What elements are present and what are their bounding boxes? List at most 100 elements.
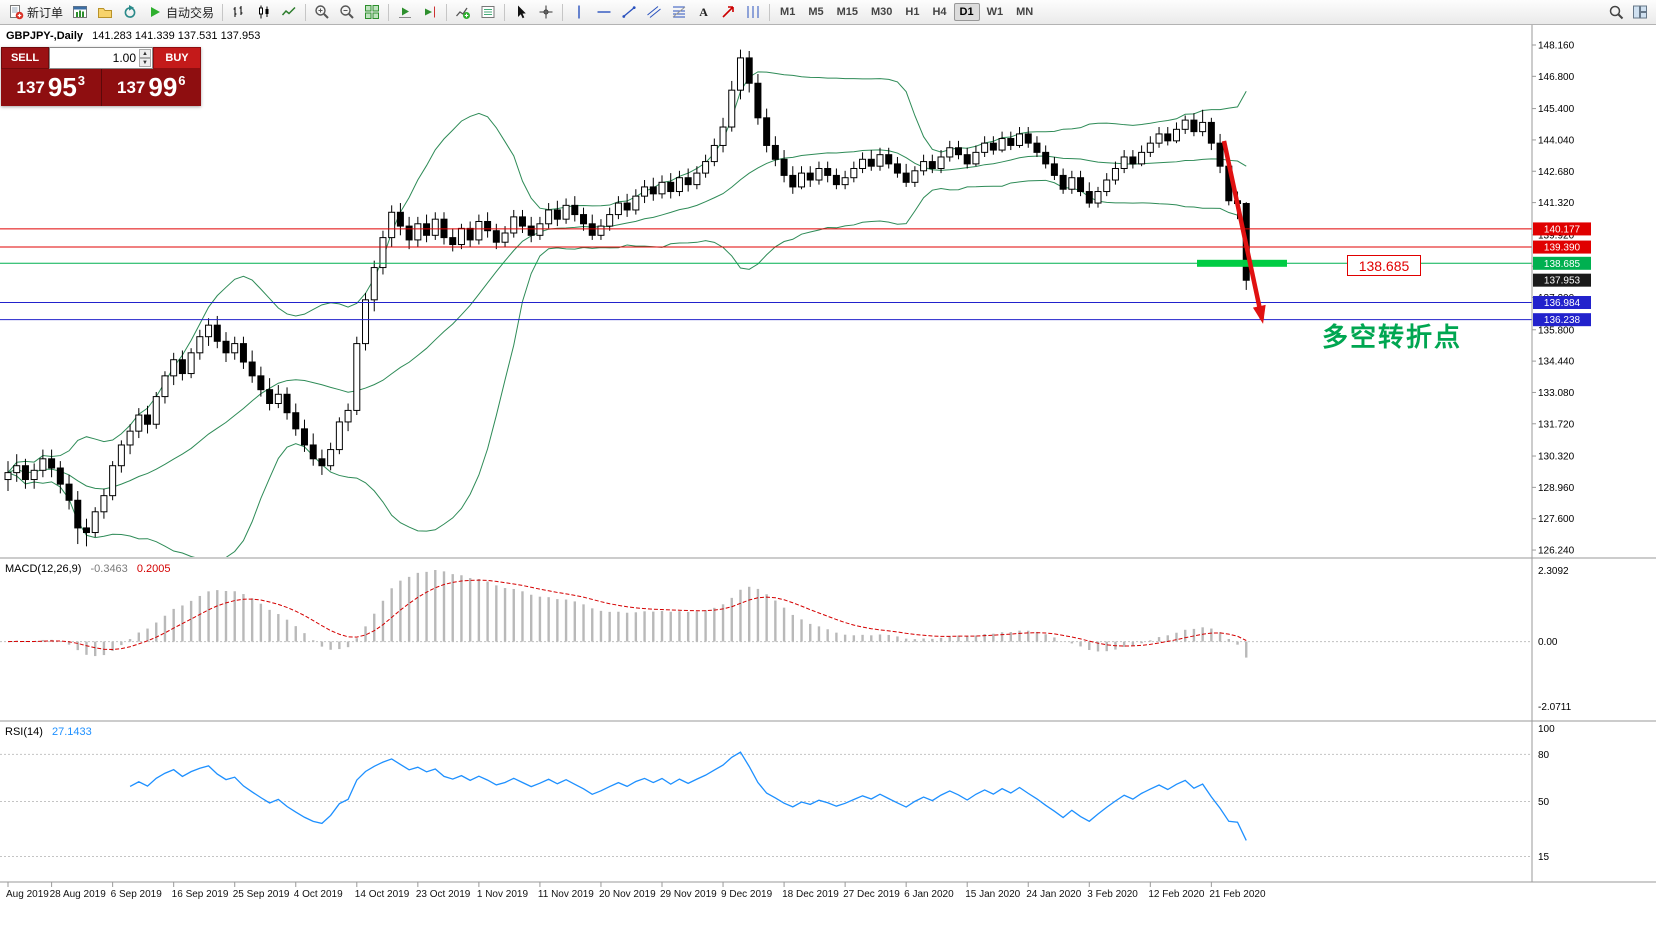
ohlc-values: 141.283 141.339 137.531 137.953 [92, 30, 261, 42]
toolbar: 新订单 自动交易 A M1 M5 M15 M30 H1 H4 D1 W1 MN [0, 0, 1656, 25]
objects-list-button[interactable] [476, 2, 500, 23]
svg-text:142.680: 142.680 [1538, 167, 1575, 178]
chart-shift-button[interactable] [418, 2, 442, 23]
price-tag-140.177: 140.177 [1533, 222, 1591, 236]
search-button[interactable] [1604, 2, 1628, 23]
cycle-lines-icon [747, 6, 759, 18]
zoom-in-button[interactable] [310, 2, 334, 23]
vertical-line-button[interactable] [567, 2, 591, 23]
candlestick-chart-button[interactable] [252, 2, 276, 23]
crosshair-icon [539, 5, 553, 19]
timeframe-mn[interactable]: MN [1010, 3, 1039, 21]
profiles-button[interactable] [93, 2, 117, 23]
arrows-button[interactable] [716, 2, 740, 23]
text-label-button[interactable]: A [692, 2, 715, 23]
channel-icon [647, 6, 661, 18]
tile-windows-button[interactable] [360, 2, 384, 23]
chart-layout-button[interactable] [1628, 2, 1652, 23]
price-tag-136.238: 136.238 [1533, 313, 1591, 327]
svg-text:6 Jan 2020: 6 Jan 2020 [904, 889, 954, 900]
macd-scale: 2.3092 0.00 -2.0711 [1538, 566, 1572, 713]
volume-up-button[interactable]: ▲ [139, 49, 151, 58]
sell-price-main: 95 [47, 72, 77, 102]
timeframe-d1[interactable]: D1 [953, 3, 980, 21]
new-order-icon [10, 5, 24, 20]
svg-text:23 Oct 2019: 23 Oct 2019 [416, 889, 471, 900]
refresh-button[interactable] [118, 2, 142, 23]
one-click-trading-panel: SELL ▲ ▼ BUY 137 95 3 137 [1, 47, 201, 106]
auto-scroll-button[interactable] [393, 2, 417, 23]
candles-layer [4, 49, 1250, 547]
toolbar-separator [769, 3, 771, 21]
sell-button[interactable]: SELL [1, 47, 49, 69]
svg-text:139.390: 139.390 [1544, 243, 1581, 254]
timeframe-m15[interactable]: M15 [831, 3, 864, 21]
horizontal-level-lines[interactable] [0, 228, 1532, 321]
refresh-icon [124, 5, 136, 18]
svg-text:-2.0711: -2.0711 [1538, 702, 1572, 713]
toolbar-right-group [1604, 2, 1652, 23]
fibonacci-icon [672, 6, 686, 18]
svg-text:148.160: 148.160 [1538, 41, 1575, 52]
auto-scroll-icon [399, 7, 412, 18]
buy-price-prefix: 137 [116, 77, 146, 97]
timeframe-m30[interactable]: M30 [865, 3, 898, 21]
svg-text:128.960: 128.960 [1538, 483, 1575, 494]
horizontal-line-button[interactable] [592, 2, 616, 23]
indicators-button[interactable] [451, 2, 475, 23]
layout-icon [1633, 5, 1647, 19]
zoom-out-button[interactable] [335, 2, 359, 23]
buy-button[interactable]: BUY [153, 47, 201, 69]
price-tag-137.953: 137.953 [1533, 273, 1591, 287]
profiles-icon [98, 8, 113, 18]
volume-box: ▲ ▼ [49, 47, 153, 69]
zoom-in-icon [315, 5, 329, 19]
volume-input[interactable] [50, 50, 152, 66]
macd-main-value: -0.3463 [90, 563, 128, 575]
line-chart-button[interactable] [277, 2, 301, 23]
macd-signal-value: 0.2005 [136, 563, 171, 575]
cursor-button[interactable] [509, 2, 533, 23]
svg-text:2.3092: 2.3092 [1538, 566, 1569, 577]
timeframe-h1[interactable]: H1 [899, 3, 925, 21]
new-order-button[interactable]: 新订单 [4, 2, 67, 23]
chart-shift-icon [425, 6, 436, 18]
bar-chart-button[interactable] [227, 2, 251, 23]
rsi-value: 27.1433 [51, 726, 92, 738]
arrows-icon [722, 6, 734, 18]
zoom-out-icon [340, 5, 354, 19]
cycle-lines-button[interactable] [741, 2, 765, 23]
svg-text:24 Jan 2020: 24 Jan 2020 [1026, 889, 1081, 900]
timeframe-w1[interactable]: W1 [981, 3, 1010, 21]
sell-price-fraction: 3 [77, 73, 86, 88]
svg-text:131.720: 131.720 [1538, 419, 1575, 430]
symbol-label: GBPJPY-,Daily [6, 30, 84, 42]
svg-text:6 Sep 2019: 6 Sep 2019 [111, 889, 163, 900]
volume-down-button[interactable]: ▼ [139, 58, 151, 67]
price-tag-138.685: 138.685 [1533, 256, 1591, 270]
chart-title: GBPJPY-,Daily 141.283 141.339 137.531 13… [6, 30, 260, 42]
buy-price[interactable]: 137 99 6 [102, 69, 202, 106]
sell-price[interactable]: 137 95 3 [1, 69, 102, 106]
support-zone-marker[interactable] [1197, 259, 1287, 267]
level-callout-box[interactable]: 138.685 [1347, 255, 1421, 276]
candles-icon [259, 5, 269, 19]
trend-arrow[interactable] [1221, 140, 1266, 324]
trendline-button[interactable] [617, 2, 641, 23]
price-axis[interactable]: 148.160 146.800 145.400 144.040 142.680 141.3… [1532, 41, 1591, 557]
timeframe-m1[interactable]: M1 [774, 3, 801, 21]
fibonacci-button[interactable] [667, 2, 691, 23]
timeframe-m5[interactable]: M5 [802, 3, 829, 21]
svg-text:14 Oct 2019: 14 Oct 2019 [355, 889, 410, 900]
svg-text:136.238: 136.238 [1544, 315, 1581, 326]
date-axis[interactable]: Aug 2019 28 Aug 2019 6 Sep 2019 16 Sep 2019… [6, 882, 1266, 900]
autotrading-button[interactable]: 自动交易 [143, 2, 218, 23]
equidistant-channel-button[interactable] [642, 2, 666, 23]
timeframe-h4[interactable]: H4 [926, 3, 952, 21]
toolbar-separator [446, 3, 448, 21]
sell-price-prefix: 137 [16, 77, 45, 97]
chart-window-button[interactable] [68, 2, 92, 23]
price-chart[interactable]: 148.160 146.800 145.400 144.040 142.680 141.3… [0, 25, 1656, 947]
crosshair-button[interactable] [534, 2, 558, 23]
vertical-line-icon [578, 5, 580, 19]
